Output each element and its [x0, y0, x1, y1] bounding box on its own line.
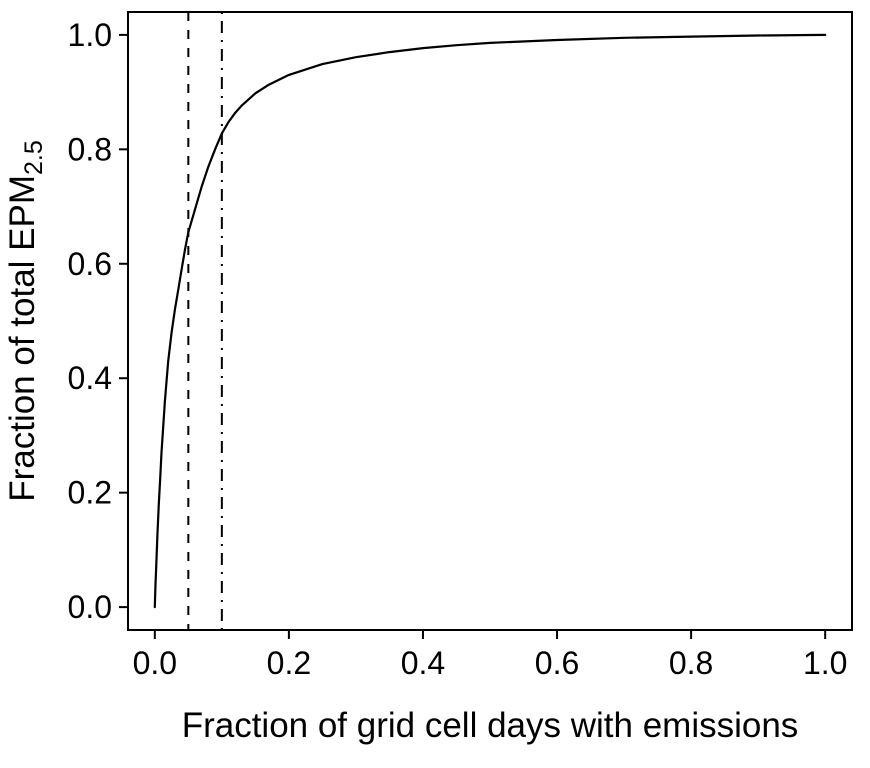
y-axis-tick-label: 0.8	[68, 131, 112, 167]
x-axis-tick-label: 0.4	[401, 645, 445, 681]
y-axis-tick-label: 0.6	[68, 246, 112, 282]
x-axis-tick-label: 0.8	[669, 645, 713, 681]
y-axis-tick-label: 0.0	[68, 589, 112, 625]
y-axis-title-main: Fraction of total EPM	[3, 175, 42, 502]
plot-box	[127, 11, 853, 631]
x-axis-tick-label: 0.6	[535, 645, 579, 681]
x-axis-tick-label: 1.0	[803, 645, 847, 681]
cumulative-curve	[153, 33, 827, 609]
y-axis-tick-label: 0.4	[68, 360, 112, 396]
y-axis-title-subscript: 2.5	[20, 140, 48, 175]
y-axis-tick-label: 1.0	[68, 17, 112, 53]
x-axis-title: Fraction of grid cell days with emission…	[182, 706, 799, 745]
y-axis-tick-label: 0.2	[68, 475, 112, 511]
plot-area: 0.0 0.2 0.4 0.6 0.8 1.0 0.0 0.2 0.4 0.6 0.8 1.0	[68, 12, 847, 681]
y-axis-title: Fraction of total EPM2.5	[3, 140, 48, 502]
x-axis-tick-label: 0.2	[267, 645, 311, 681]
x-axis-tick-label: 0.0	[133, 645, 177, 681]
